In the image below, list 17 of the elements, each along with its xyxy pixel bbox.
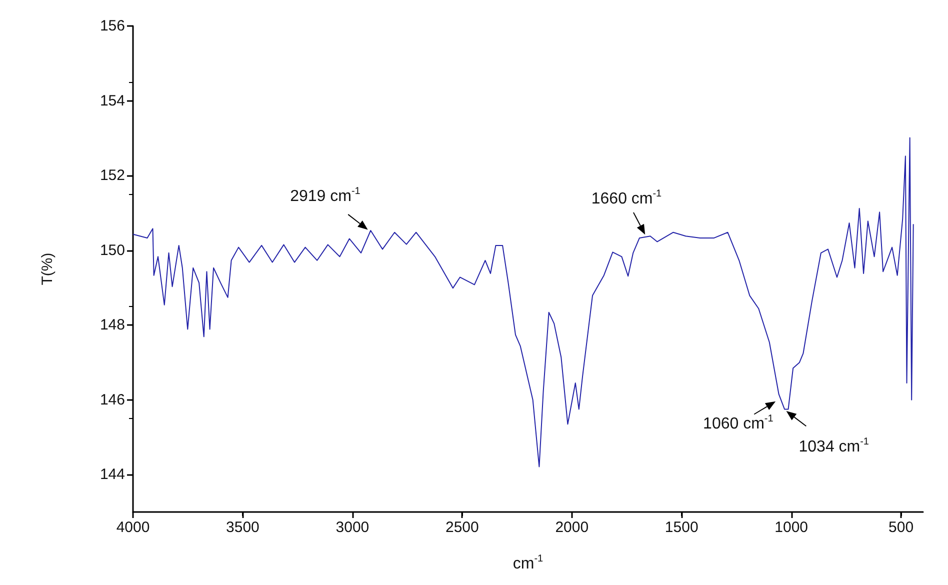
x-tick-label: 1000 xyxy=(774,519,808,536)
y-tick-label: 148 xyxy=(100,316,125,334)
x-tick-label: 2500 xyxy=(445,519,479,536)
x-tick-label: 3000 xyxy=(336,519,370,536)
x-tick-label: 1500 xyxy=(664,519,698,536)
x-tick-label: 500 xyxy=(888,519,914,536)
y-tick-label: 154 xyxy=(100,92,125,110)
x-tick-label: 3500 xyxy=(226,519,260,536)
y-tick-label: 144 xyxy=(100,466,125,484)
x-tick-label: 2000 xyxy=(555,519,589,536)
line-series xyxy=(132,137,914,468)
y-tick-label: 146 xyxy=(100,391,125,408)
y-tick-label: 152 xyxy=(100,167,125,184)
y-axis-title: T(%) xyxy=(39,252,56,286)
y-tick-label: 150 xyxy=(100,242,125,259)
x-tick-label: 4000 xyxy=(116,519,150,536)
y-tick-label: 156 xyxy=(100,18,125,34)
